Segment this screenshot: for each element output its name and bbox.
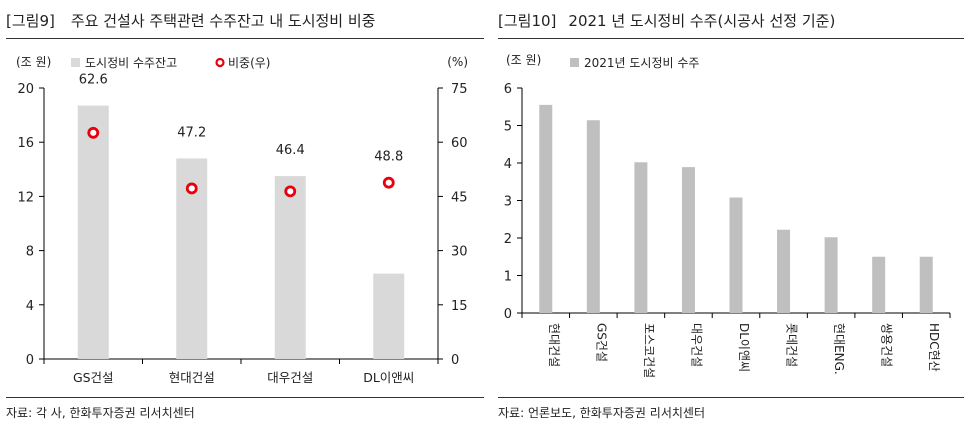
right-x-tick-label: 현대건설	[547, 323, 561, 367]
bar-orders-2021	[729, 197, 743, 313]
ratio-data-label: 47.2	[177, 125, 206, 140]
right-bottom-rule	[498, 397, 964, 398]
left-title-rule	[6, 38, 484, 39]
ratio-data-label: 62.6	[79, 73, 108, 88]
bar-orders-2021	[824, 237, 838, 313]
right-x-tick-label: DL이앤씨	[737, 323, 751, 372]
ratio-marker	[185, 182, 198, 195]
left-chart: (조 원) (%) 도시정비 수주잔고 비중(우) 0 4 8 12 16 20 0 15 30 45 60…	[16, 55, 468, 385]
legend-swatch-bar	[570, 58, 579, 67]
left-bottom-rule	[6, 397, 484, 398]
left-x-tick-label: 현대건설	[169, 370, 215, 385]
right-x-tick-label: 현대ENG.	[832, 323, 846, 375]
left-y-tick-label: 4	[26, 299, 34, 314]
right-x-tick-label: GS건설	[594, 323, 608, 362]
left-y-tick-label: 8	[26, 245, 34, 260]
bar-orders-2021	[681, 167, 695, 313]
right-y-tick-label: 4	[504, 157, 512, 172]
right-figure-tag: [그림10]	[498, 12, 557, 30]
bar-orders-2021	[919, 256, 933, 313]
right-title-rule	[498, 38, 964, 39]
right-x-tick-label: 대우건설	[689, 323, 703, 367]
right-chart-title: [그림10] 2021 년 도시정비 수주(시공사 선정 기준)	[498, 10, 835, 31]
left-x-tick-label: GS건설	[73, 370, 114, 385]
legend-label-bar: 2021년 도시정비 수주	[584, 56, 699, 70]
right-chart-panel: [그림10] 2021 년 도시정비 수주(시공사 선정 기준) (조 원) 202…	[498, 0, 964, 430]
left-y-tick-label: 12	[17, 190, 34, 205]
right-x-tick-label: 롯데건설	[785, 323, 799, 367]
right-y-tick-label: 2	[504, 232, 512, 247]
left-y-tick-label: 0	[26, 353, 34, 368]
left-y2-tick-label: 75	[451, 82, 468, 97]
legend-label-ratio: 비중(우)	[228, 56, 270, 70]
left-y2-tick-label: 45	[451, 190, 468, 205]
ratio-data-label: 48.8	[374, 150, 403, 165]
ratio-marker	[284, 185, 297, 198]
left-y2-tick-label: 30	[451, 245, 468, 260]
right-y-tick-label: 0	[504, 307, 512, 322]
legend-label-bar: 도시정비 수주잔고	[85, 56, 177, 70]
left-y2-tick-label: 0	[451, 353, 459, 368]
left-y-tick-label: 20	[17, 82, 34, 97]
ratio-marker	[87, 126, 100, 139]
right-y-axis-label: (조 원)	[506, 53, 541, 67]
left-x-tick-label: DL이앤씨	[363, 370, 414, 385]
right-x-tick-label: 쌍용건설	[880, 323, 894, 367]
bar-orders-2021	[586, 120, 600, 313]
bar-backlog	[77, 105, 109, 360]
right-y-tick-label: 5	[504, 120, 512, 135]
bar-backlog	[373, 273, 405, 359]
bar-orders-2021	[539, 104, 553, 313]
bar-orders-2021	[777, 229, 791, 313]
bar-orders-2021	[872, 256, 886, 313]
left-y2-axis-label: (%)	[447, 55, 468, 69]
bar-orders-2021	[634, 162, 648, 313]
right-y-tick-label: 6	[504, 82, 512, 97]
legend-marker-ratio	[215, 57, 225, 68]
left-figure-tag: [그림9]	[6, 12, 55, 30]
left-figure-title: 주요 건설사 주택관련 수주잔고 내 도시정비 비중	[70, 12, 376, 30]
left-chart-panel: [그림9] 주요 건설사 주택관련 수주잔고 내 도시정비 비중 (조 원) (%)…	[6, 0, 484, 430]
right-x-tick-label: 포스코건설	[642, 323, 656, 378]
left-x-tick-label: 대우건설	[267, 370, 313, 385]
ratio-marker	[382, 176, 395, 189]
right-figure-title: 2021 년 도시정비 수주(시공사 선정 기준)	[568, 12, 836, 30]
left-y2-tick-label: 15	[451, 299, 468, 314]
left-y-axis-label: (조 원)	[16, 55, 51, 69]
left-y-tick-label: 16	[17, 136, 34, 151]
right-y-tick-label: 1	[504, 270, 512, 285]
right-y-tick-label: 3	[504, 195, 512, 210]
legend-swatch-bar	[71, 58, 80, 67]
left-chart-title: [그림9] 주요 건설사 주택관련 수주잔고 내 도시정비 비중	[6, 10, 375, 31]
ratio-data-label: 46.4	[276, 143, 305, 158]
right-x-tick-label: HDC현산	[927, 323, 941, 372]
left-source: 자료: 각 사, 한화투자증권 리서치센터	[6, 406, 195, 420]
right-chart: (조 원) 2021년 도시정비 수주 0 1 2 3 4 5 6 현대건설 GS건설 포스코건설 대우…	[504, 53, 951, 378]
right-source: 자료: 언론보도, 한화투자증권 리서치센터	[498, 406, 705, 420]
bar-backlog	[274, 176, 306, 359]
left-y2-tick-label: 60	[451, 136, 468, 151]
